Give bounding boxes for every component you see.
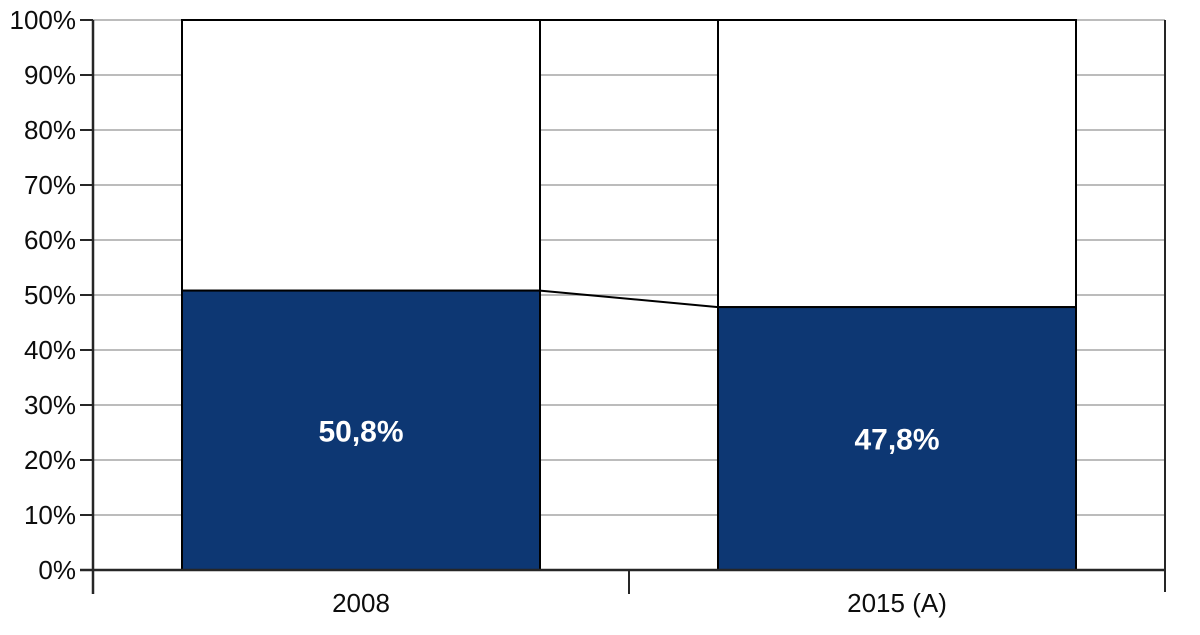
y-axis-label: 80% bbox=[24, 115, 76, 145]
x-axis-label: 2015 (A) bbox=[847, 588, 947, 618]
series-connector-line bbox=[539, 289, 719, 309]
y-axis-label: 20% bbox=[24, 445, 76, 475]
y-axis-label: 40% bbox=[24, 335, 76, 365]
y-axis-label: 60% bbox=[24, 225, 76, 255]
y-axis-label: 50% bbox=[24, 280, 76, 310]
y-axis-label: 10% bbox=[24, 500, 76, 530]
y-axis-label: 90% bbox=[24, 60, 76, 90]
y-axis-label: 70% bbox=[24, 170, 76, 200]
bar-segment-filled bbox=[181, 289, 541, 571]
x-axis-label: 2008 bbox=[332, 588, 390, 618]
y-axis-label: 30% bbox=[24, 390, 76, 420]
y-axis-label: 100% bbox=[10, 5, 77, 35]
bar-value-label: 50,8% bbox=[318, 415, 403, 448]
bar-value-label: 47,8% bbox=[854, 424, 939, 457]
bar-segment-filled bbox=[717, 306, 1077, 571]
y-axis-label: 0% bbox=[38, 555, 76, 585]
bar-segment-remainder bbox=[181, 19, 541, 292]
bar-segment-remainder bbox=[717, 19, 1077, 309]
